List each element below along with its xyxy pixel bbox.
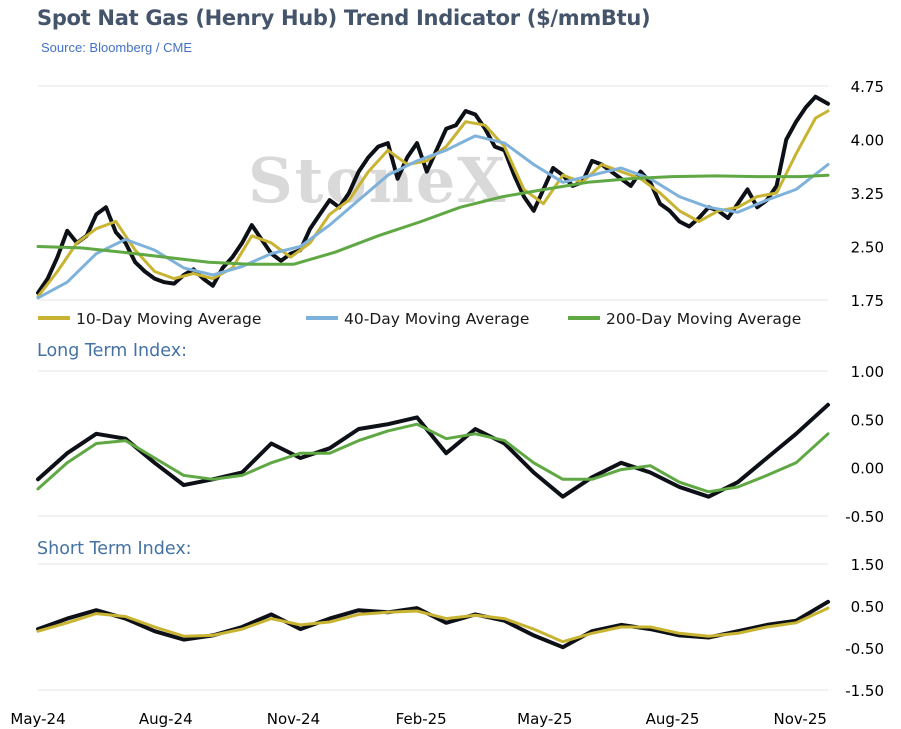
price-y-tick: 2.50 bbox=[851, 239, 884, 257]
series-200-day-moving-average bbox=[36, 173, 830, 266]
long-term-y-tick: 0.00 bbox=[851, 460, 884, 478]
gridlines bbox=[38, 85, 828, 691]
legend-label: 40-Day Moving Average bbox=[344, 310, 529, 328]
series-lines bbox=[36, 94, 830, 650]
series-short-term-signal bbox=[36, 606, 830, 644]
axis-ticks: 4.75 4.00 3.25 2.50 1.75 1.00 0.50 0.00 -0.50 1.5… bbox=[10, 78, 884, 728]
long-term-y-tick: 1.00 bbox=[851, 363, 884, 381]
x-axis-tick: May-25 bbox=[517, 710, 572, 728]
long-term-index-label: Long Term Index: bbox=[37, 341, 187, 361]
short-term-y-tick: -1.50 bbox=[845, 682, 884, 700]
x-axis-tick: Feb-25 bbox=[396, 710, 447, 728]
series-short-term-index bbox=[36, 599, 830, 650]
price-y-tick: 4.00 bbox=[851, 132, 884, 150]
chart-source: Source: Bloomberg / CME bbox=[41, 40, 193, 55]
series-long-term-index bbox=[36, 402, 830, 499]
short-term-index-label: Short Term Index: bbox=[37, 539, 192, 559]
watermark-logo: StoneX bbox=[248, 144, 507, 217]
price-y-tick: 1.75 bbox=[851, 292, 884, 310]
chart-title: Spot Nat Gas (Henry Hub) Trend Indicator… bbox=[37, 6, 651, 30]
series-spot-price bbox=[36, 94, 830, 295]
x-axis-tick: Nov-25 bbox=[774, 710, 827, 728]
short-term-y-tick: 1.50 bbox=[851, 556, 884, 574]
x-axis-tick: May-24 bbox=[10, 710, 65, 728]
series-long-term-signal bbox=[36, 422, 830, 494]
x-axis-tick: Aug-24 bbox=[139, 710, 193, 728]
legend-label: 10-Day Moving Average bbox=[76, 310, 261, 328]
long-term-y-tick: -0.50 bbox=[845, 508, 884, 526]
price-y-tick: 4.75 bbox=[851, 78, 884, 96]
legend: 10-Day Moving Average 40-Day Moving Avera… bbox=[38, 310, 801, 328]
short-term-y-tick: -0.50 bbox=[845, 640, 884, 658]
legend-label: 200-Day Moving Average bbox=[606, 310, 801, 328]
long-term-y-tick: 0.50 bbox=[851, 411, 884, 429]
price-y-tick: 3.25 bbox=[851, 185, 884, 203]
x-axis-tick: Aug-25 bbox=[646, 710, 700, 728]
x-axis-tick: Nov-24 bbox=[267, 710, 320, 728]
short-term-y-tick: 0.50 bbox=[851, 598, 884, 616]
